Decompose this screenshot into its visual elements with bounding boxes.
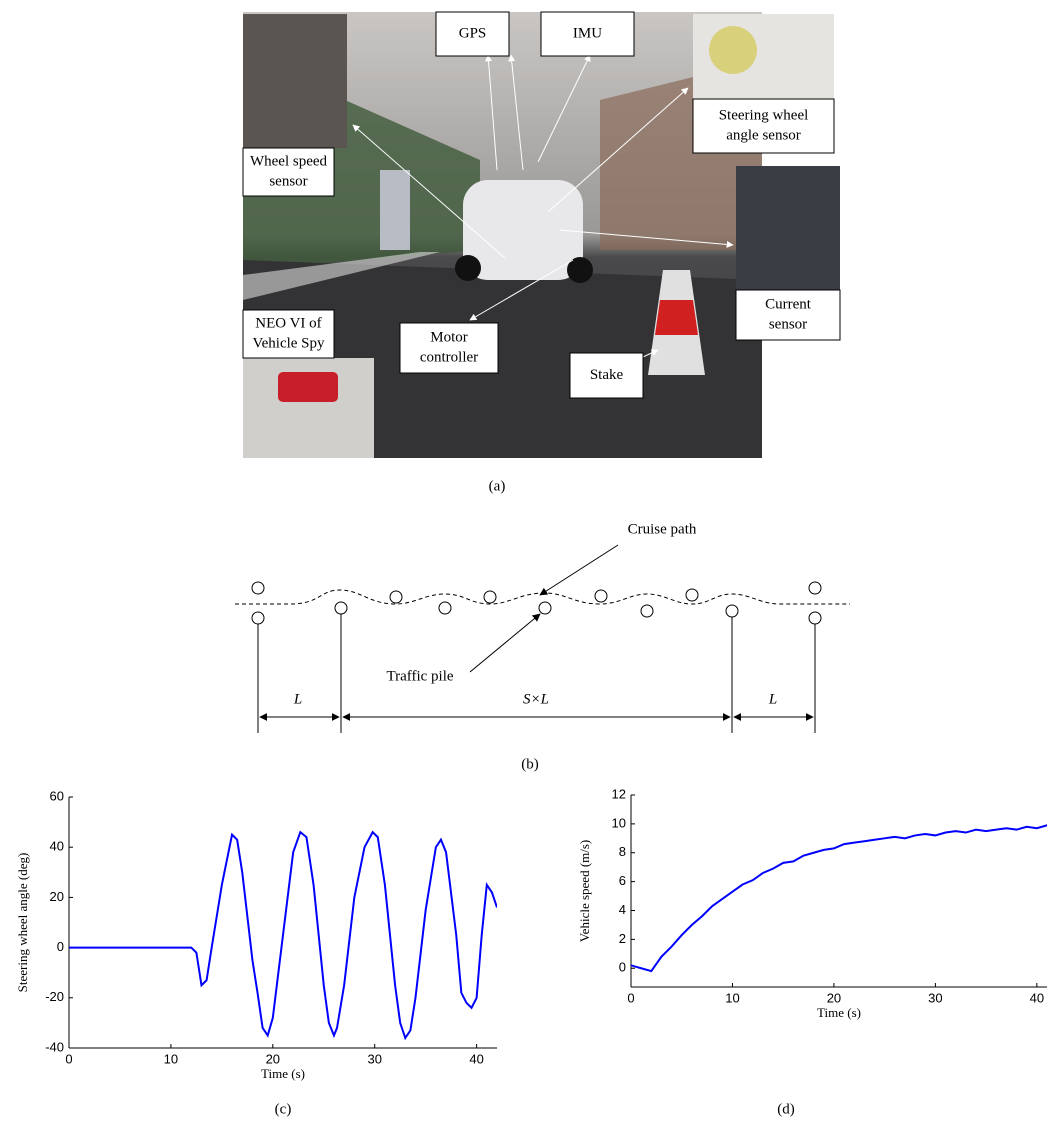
x-axis-label: Time (s)	[261, 1066, 305, 1081]
x-tick-label: 20	[827, 990, 841, 1005]
y-tick-label: 8	[619, 844, 626, 859]
x-tick-label: 40	[469, 1051, 483, 1066]
x-tick-label: 30	[928, 990, 942, 1005]
label-box	[735, 289, 841, 341]
traffic-pile-label: Traffic pile	[386, 668, 453, 684]
y-tick-label: 2	[619, 931, 626, 946]
y-tick-label: -20	[45, 989, 64, 1004]
label-box	[242, 147, 335, 197]
photo-label: Motor	[430, 329, 468, 345]
label-box	[242, 309, 335, 359]
y-tick-label: 6	[619, 873, 626, 888]
x-tick-label: 20	[266, 1051, 280, 1066]
x-tick-label: 30	[367, 1051, 381, 1066]
panel-label: (c)	[275, 1101, 292, 1117]
diagram	[235, 544, 850, 733]
dimension-label: S×L	[523, 691, 549, 707]
panel-label: (b)	[521, 756, 539, 772]
photo-label: Stake	[590, 367, 624, 383]
panel-label: (d)	[777, 1101, 795, 1117]
label-box	[540, 11, 635, 57]
photo-label: IMU	[573, 25, 602, 41]
x-tick-label: 0	[627, 990, 634, 1005]
photo-label: Current	[765, 296, 812, 312]
label-box	[569, 352, 644, 399]
dimension-label: L	[768, 691, 777, 707]
label-box	[692, 98, 835, 154]
y-tick-label: 20	[50, 889, 64, 904]
y-tick-label: 4	[619, 902, 626, 917]
photo-label: controller	[420, 349, 478, 365]
y-tick-label: 0	[619, 960, 626, 975]
y-tick-label: 40	[50, 839, 64, 854]
x-tick-label: 10	[164, 1051, 178, 1066]
photo-label: angle sensor	[726, 127, 801, 143]
y-tick-label: 12	[612, 786, 626, 801]
photo	[243, 12, 840, 458]
x-tick-label: 10	[725, 990, 739, 1005]
photo-label: sensor	[769, 316, 807, 332]
label-box	[435, 11, 510, 57]
y-tick-label: 60	[50, 788, 64, 803]
photo-label: GPS	[459, 25, 487, 41]
photo-label: Vehicle Spy	[252, 335, 325, 351]
y-tick-label: 10	[612, 815, 626, 830]
x-axis-label: Time (s)	[817, 1005, 861, 1020]
data-line	[69, 830, 497, 1041]
photo-label: sensor	[269, 173, 307, 189]
photo-label: Wheel speed	[250, 153, 328, 169]
x-tick-label: 40	[1030, 990, 1044, 1005]
y-axis-label: Vehicle speed (m/s)	[577, 840, 592, 943]
y-axis-label: Steering wheel angle (deg)	[15, 853, 30, 993]
photo-label: Steering wheel	[719, 107, 809, 123]
y-tick-label: 0	[57, 939, 64, 954]
cruise-path-label: Cruise path	[628, 521, 697, 537]
panel-label: (a)	[489, 478, 506, 494]
dimension-label: L	[293, 691, 302, 707]
photo-label: NEO VI of	[255, 315, 321, 331]
data-line	[631, 824, 1047, 973]
x-tick-label: 0	[65, 1051, 72, 1066]
label-box	[399, 322, 499, 374]
y-tick-label: -40	[45, 1039, 64, 1054]
